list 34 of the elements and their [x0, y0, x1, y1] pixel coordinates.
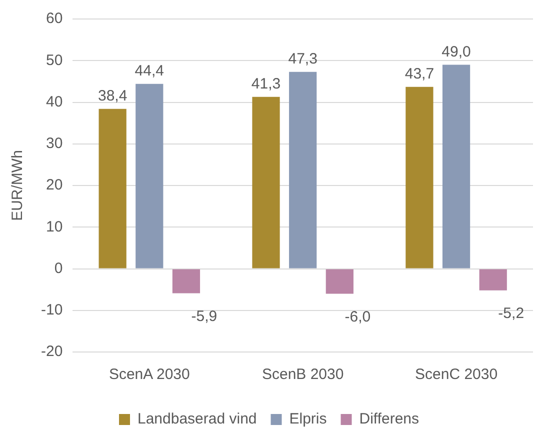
- data-label: 47,3: [288, 50, 318, 68]
- legend-label: Differens: [359, 410, 420, 428]
- y-tick-label: 20: [46, 176, 63, 194]
- data-label: 38,4: [98, 88, 128, 105]
- bar: [442, 64, 470, 268]
- bar: [98, 108, 126, 268]
- x-tick-label: ScenB 2030: [262, 366, 344, 384]
- data-label: 43,7: [404, 65, 434, 82]
- bar: [326, 269, 354, 294]
- y-axis-title: EUR/MWh: [9, 150, 26, 221]
- bar: [406, 86, 434, 268]
- x-tick-label: ScenA 2030: [108, 366, 190, 384]
- x-tick-label: ScenC 2030: [415, 366, 498, 384]
- y-tick-label: 40: [46, 93, 63, 110]
- y-tick-label: -20: [40, 343, 63, 360]
- data-label: 41,3: [251, 75, 281, 92]
- bar: [172, 269, 200, 294]
- data-label: -5,9: [191, 308, 218, 325]
- y-tick-label: 0: [54, 260, 63, 277]
- bar: [479, 269, 507, 290]
- bar: [136, 84, 164, 268]
- y-tick-label: -10: [40, 302, 63, 319]
- data-label: -5,2: [498, 305, 524, 322]
- legend-label: Elpris: [289, 410, 327, 428]
- y-tick-label: 60: [46, 10, 63, 28]
- legend-label: Landbaserad vind: [137, 410, 257, 428]
- data-label: -6,0: [344, 308, 371, 326]
- data-label: 49,0: [442, 43, 471, 60]
- data-label: 44,4: [134, 62, 164, 80]
- y-tick-label: 30: [46, 135, 63, 152]
- bar: [289, 72, 317, 268]
- y-tick-label: 10: [46, 218, 63, 236]
- y-tick-label: 50: [46, 52, 63, 69]
- bar: [252, 96, 280, 268]
